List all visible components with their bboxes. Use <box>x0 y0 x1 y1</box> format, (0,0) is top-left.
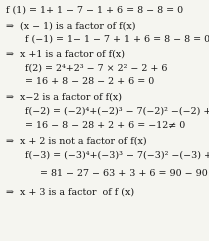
Text: = 16 − 8 − 28 + 2 + 6 = −12≠ 0: = 16 − 8 − 28 + 2 + 6 = −12≠ 0 <box>25 121 185 130</box>
Text: = 16 + 8 − 28 − 2 + 6 = 0: = 16 + 8 − 28 − 2 + 6 = 0 <box>25 77 154 86</box>
Text: ⇒  x−2 is a factor of f(x): ⇒ x−2 is a factor of f(x) <box>6 92 122 101</box>
Text: f(2) = 2⁴+2³ − 7 × 2² − 2 + 6: f(2) = 2⁴+2³ − 7 × 2² − 2 + 6 <box>25 63 168 72</box>
Text: ⇒  x + 2 is not a factor of f(x): ⇒ x + 2 is not a factor of f(x) <box>6 136 147 145</box>
Text: ⇒  x + 3 is a factor  of f (x): ⇒ x + 3 is a factor of f (x) <box>6 188 134 197</box>
Text: ⇒  x +1 is a factor of f(x): ⇒ x +1 is a factor of f(x) <box>6 49 125 58</box>
Text: f (−1) = 1− 1 − 7 + 1 + 6 = 8 − 8 = 0: f (−1) = 1− 1 − 7 + 1 + 6 = 8 − 8 = 0 <box>25 35 209 44</box>
Text: ⇒  (x − 1) is a factor of f(x): ⇒ (x − 1) is a factor of f(x) <box>6 22 136 31</box>
Text: f(−3) = (−3)⁴+(−3)³ − 7(−3)² −(−3) + 6: f(−3) = (−3)⁴+(−3)³ − 7(−3)² −(−3) + 6 <box>25 151 209 160</box>
Text: f(−2) = (−2)⁴+(−2)³ − 7(−2)² −(−2) + 6: f(−2) = (−2)⁴+(−2)³ − 7(−2)² −(−2) + 6 <box>25 107 209 115</box>
Text: f (1) = 1+ 1 − 7 − 1 + 6 = 8 − 8 = 0: f (1) = 1+ 1 − 7 − 1 + 6 = 8 − 8 = 0 <box>6 6 183 15</box>
Text: = 81 − 27 − 63 + 3 + 6 = 90 − 90 = 0: = 81 − 27 − 63 + 3 + 6 = 90 − 90 = 0 <box>25 169 209 178</box>
